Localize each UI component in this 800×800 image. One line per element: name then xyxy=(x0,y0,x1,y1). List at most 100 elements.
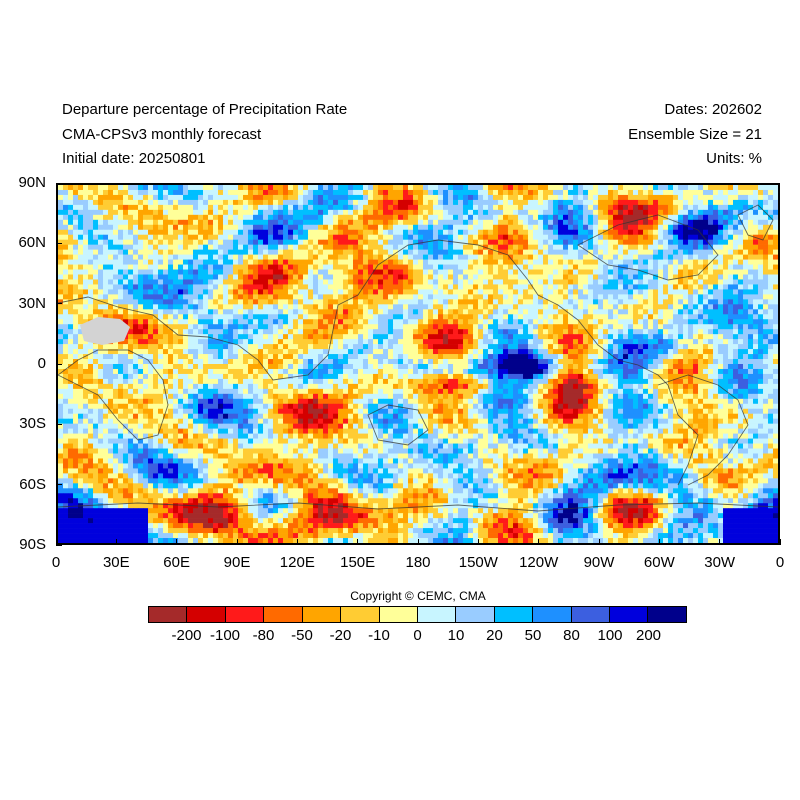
field-cell xyxy=(453,344,459,350)
field-cell xyxy=(523,254,529,260)
field-cell xyxy=(238,334,244,340)
field-cell xyxy=(633,264,639,270)
field-cell xyxy=(573,209,579,216)
field-cell xyxy=(383,264,389,270)
field-cell xyxy=(593,334,599,340)
field-cell xyxy=(278,304,284,310)
field-cell xyxy=(148,249,154,255)
field-cell xyxy=(708,224,714,231)
field-cell xyxy=(183,334,189,340)
field-cell xyxy=(583,234,589,240)
field-cell xyxy=(93,244,99,250)
field-cell xyxy=(578,274,584,280)
field-cell xyxy=(423,279,429,285)
field-cell xyxy=(453,329,459,335)
field-cell xyxy=(293,219,299,226)
field-cell xyxy=(208,185,214,191)
field-cell xyxy=(388,294,394,300)
field-cell xyxy=(73,204,79,211)
field-cell xyxy=(508,219,514,226)
field-cell xyxy=(73,219,79,226)
field-cell xyxy=(403,234,409,240)
field-cell xyxy=(198,189,204,196)
field-cell xyxy=(338,224,344,231)
field-cell xyxy=(108,299,114,305)
field-cell xyxy=(468,259,474,265)
field-cell xyxy=(278,284,284,290)
field-cell xyxy=(473,229,479,236)
field-cell xyxy=(418,269,424,275)
field-cell xyxy=(603,209,609,216)
field-cell xyxy=(178,279,184,285)
field-cell xyxy=(623,284,629,290)
field-cell xyxy=(268,249,274,255)
field-cell xyxy=(443,214,449,221)
field-cell xyxy=(708,209,714,216)
field-cell xyxy=(378,349,384,355)
field-cell xyxy=(558,324,564,330)
field-cell xyxy=(68,294,74,300)
field-cell xyxy=(648,349,654,355)
field-cell xyxy=(78,294,84,300)
field-cell xyxy=(358,334,364,340)
field-cell xyxy=(523,204,529,211)
field-cell xyxy=(733,309,739,315)
field-cell xyxy=(153,219,159,226)
field-cell xyxy=(748,269,754,275)
field-cell xyxy=(513,349,519,355)
field-cell xyxy=(648,214,654,221)
field-cell xyxy=(203,299,209,305)
field-cell xyxy=(343,239,349,245)
field-cell xyxy=(138,339,144,345)
field-cell xyxy=(683,334,689,340)
field-cell xyxy=(318,185,324,191)
field-cell xyxy=(758,254,764,260)
field-cell xyxy=(433,204,439,211)
field-cell xyxy=(588,229,594,236)
field-cell xyxy=(633,244,639,250)
field-cell xyxy=(258,209,264,216)
field-cell xyxy=(98,354,104,360)
field-cell xyxy=(713,279,719,285)
field-cell xyxy=(93,254,99,260)
field-cell xyxy=(768,269,774,275)
field-cell xyxy=(603,319,609,325)
field-cell xyxy=(288,209,294,216)
field-cell xyxy=(458,269,464,275)
field-cell xyxy=(593,194,599,201)
field-cell xyxy=(188,209,194,216)
field-cell xyxy=(248,214,254,221)
field-cell xyxy=(428,189,434,196)
field-cell xyxy=(543,299,549,305)
field-cell xyxy=(213,194,219,201)
field-cell xyxy=(368,344,374,350)
field-cell xyxy=(578,299,584,305)
field-cell xyxy=(743,304,749,310)
field-cell xyxy=(568,294,574,300)
field-cell xyxy=(433,199,439,206)
field-cell xyxy=(668,185,674,191)
field-cell xyxy=(518,304,524,310)
field-cell xyxy=(508,259,514,265)
field-cell xyxy=(758,239,764,245)
field-cell xyxy=(133,234,139,240)
field-cell xyxy=(358,274,364,280)
field-cell xyxy=(448,269,454,275)
field-cell xyxy=(568,209,574,216)
field-cell xyxy=(263,344,269,350)
field-cell xyxy=(718,299,724,305)
field-cell xyxy=(98,279,104,285)
field-cell xyxy=(418,234,424,240)
field-cell xyxy=(338,304,344,310)
field-cell xyxy=(313,254,319,260)
field-cell xyxy=(318,314,324,320)
field-cell xyxy=(498,194,504,201)
field-cell xyxy=(733,279,739,285)
field-cell xyxy=(243,324,249,330)
field-cell xyxy=(133,185,139,191)
field-cell xyxy=(338,185,344,191)
field-cell xyxy=(438,284,444,290)
field-cell xyxy=(578,339,584,345)
field-cell xyxy=(733,344,739,350)
field-cell xyxy=(473,294,479,300)
